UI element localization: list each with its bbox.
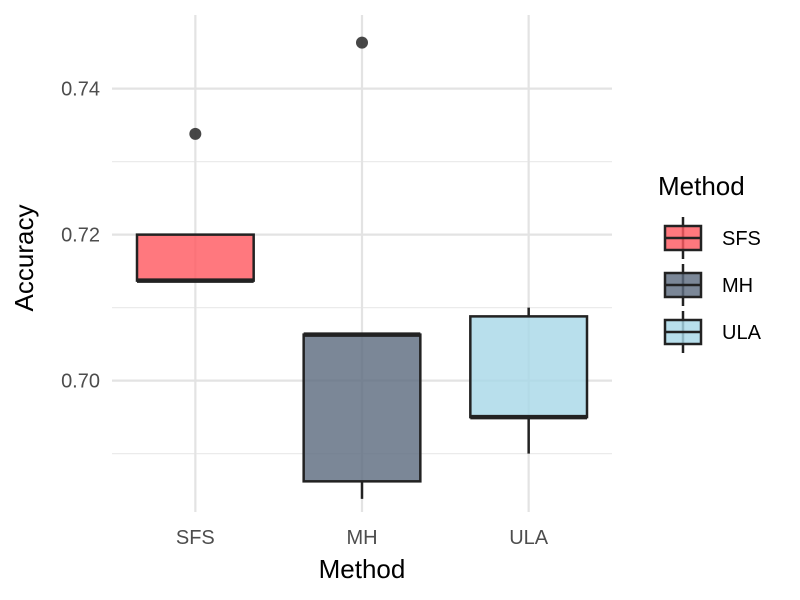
box-iqr (135, 233, 255, 282)
x-axis-ticks: SFS MH ULA (176, 527, 549, 549)
legend-label: MH (722, 275, 753, 297)
legend-item-ula: ULA (663, 311, 762, 353)
legend-item-mh: MH (663, 264, 753, 306)
x-axis-title: Method (319, 554, 406, 584)
x-tick-label: ULA (509, 527, 549, 549)
box-mh (302, 36, 422, 499)
outlier-point (356, 36, 368, 49)
legend-items: SFS MH ULA (663, 217, 762, 353)
box-sfs (135, 127, 255, 283)
x-tick-label: MH (346, 527, 377, 549)
box-iqr (469, 315, 589, 419)
x-tick-label: SFS (176, 527, 215, 549)
box-ula (469, 307, 589, 454)
legend-item-sfs: SFS (663, 217, 761, 259)
outlier-point (189, 127, 202, 140)
y-axis-title: Accuracy (9, 205, 39, 312)
legend-label: SFS (722, 228, 761, 250)
legend: Method SFS MH ULA (658, 171, 762, 353)
box-layer (135, 36, 589, 499)
y-tick-label: 0.74 (61, 79, 100, 101)
legend-label: ULA (722, 322, 762, 344)
y-axis-ticks: 0.70 0.72 0.74 (61, 79, 100, 393)
box-iqr (302, 333, 422, 483)
legend-title: Method (658, 171, 745, 201)
y-tick-label: 0.70 (61, 371, 100, 393)
y-tick-label: 0.72 (61, 225, 100, 247)
